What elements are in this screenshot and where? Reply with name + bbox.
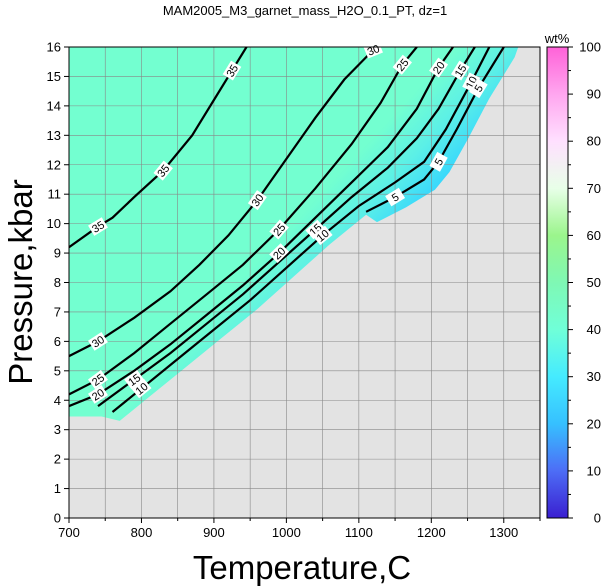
x-tick-label: 1100	[345, 525, 373, 540]
contour-label-text: 15	[453, 63, 470, 80]
contour-label-bg	[462, 72, 481, 93]
contour-label-bg	[247, 190, 267, 211]
contour-label-bg	[131, 378, 152, 399]
colorbar-gradient	[546, 46, 569, 519]
contour-label-text: 30	[250, 192, 267, 209]
colorbar-ticks: 0 10 20 30 40 50 60 70 80 90 100	[568, 40, 601, 526]
contour-label-text: 5	[390, 191, 401, 204]
y-tick-label: 15	[47, 69, 61, 84]
x-tick-label: 800	[131, 525, 153, 540]
contour-label-bg	[88, 217, 108, 236]
contour-label-30: 30	[247, 190, 267, 211]
x-ticks: 700 800 900 1000 1100 1200 1300	[58, 518, 541, 540]
contour-label-bg	[269, 243, 290, 263]
colorbar-tick-label: 0	[594, 511, 601, 526]
y-tick-label: 16	[47, 40, 61, 55]
contour-line-25	[69, 47, 418, 396]
contour-label-bg	[124, 370, 145, 390]
contour-label-20: 20	[88, 385, 108, 404]
contour-label-text: 25	[90, 372, 107, 389]
contour-label-25: 25	[88, 370, 108, 390]
contour-label-text: 10	[315, 228, 332, 245]
colorbar-tick-label: 30	[587, 369, 601, 384]
x-tick-label: 900	[203, 525, 225, 540]
contour-label-bg	[88, 385, 108, 404]
contour-label-bg	[222, 60, 242, 81]
contour-label-20: 20	[429, 57, 449, 78]
contour-label-35: 35	[222, 60, 242, 81]
contour-label-15: 15	[450, 60, 470, 81]
y-axis-label: Pressure,kbar	[2, 179, 39, 384]
contour-label-bg	[305, 219, 326, 240]
contour-label-bg	[88, 370, 108, 390]
x-tick-label: 1300	[489, 525, 518, 540]
y-tick-label: 12	[47, 157, 61, 172]
colorbar-tick-label: 60	[587, 228, 601, 243]
contour-label-text: 35	[90, 219, 107, 236]
y-tick-label: 13	[47, 128, 61, 143]
field-layer	[69, 47, 519, 421]
contour-label-bg	[429, 57, 449, 78]
contour-label-30: 30	[88, 332, 108, 351]
contour-label-10: 10	[131, 378, 152, 399]
y-tick-label: 2	[54, 452, 61, 467]
contour-label-5: 5	[429, 151, 448, 172]
y-tick-label: 8	[54, 275, 61, 290]
colorbar-tick-label: 10	[587, 463, 601, 478]
y-tick-label: 4	[54, 393, 61, 408]
x-tick-label: 1200	[417, 525, 446, 540]
colorbar-tick-label: 50	[587, 275, 601, 290]
contour-label-bg	[269, 219, 289, 240]
colorbar-tick-label: 80	[587, 134, 601, 149]
contour-label-text: 10	[134, 381, 151, 398]
colorbar-tick-label: 100	[579, 40, 601, 55]
colorbar-tick-label: 90	[587, 87, 601, 102]
y-tick-label: 7	[54, 304, 61, 319]
contour-label-35: 35	[88, 217, 108, 236]
y-tick-label: 11	[48, 187, 62, 202]
x-tick-label: 700	[58, 525, 80, 540]
contour-label-5: 5	[469, 78, 488, 99]
colorbar: wt% 0 10 20 30 40 50 60 70 80 90 100	[544, 31, 601, 526]
contour-label-bg	[469, 78, 488, 99]
contour-label-10: 10	[312, 225, 333, 246]
contour-label-text: 35	[225, 63, 242, 80]
colorbar-tick-label: 70	[587, 181, 601, 196]
contour-label-text: 5	[433, 157, 446, 168]
y-tick-label: 9	[54, 246, 61, 261]
colorbar-tick-label: 40	[587, 322, 601, 337]
contour-label-bg	[88, 332, 108, 351]
field-upper-band	[69, 47, 247, 248]
contour-label-bg	[385, 187, 406, 207]
contour-label-bg	[392, 54, 413, 75]
y-tick-label: 10	[47, 216, 61, 231]
colorbar-tick-label: 20	[587, 416, 601, 431]
contour-label-bg	[312, 225, 333, 246]
y-tick-label: 0	[54, 511, 61, 526]
contour-label-text: 30	[90, 334, 107, 351]
y-tick-label: 5	[54, 363, 61, 378]
contour-label-text: 20	[431, 60, 448, 77]
y-tick-label: 14	[47, 98, 61, 113]
contour-label-bg	[450, 60, 470, 81]
contour-label-text: 20	[90, 387, 107, 404]
chart-title: MAM2005_M3_garnet_mass_H2O_0.1_PT, dz=1	[163, 3, 447, 18]
x-axis-label: Temperature,C	[193, 549, 411, 586]
y-tick-label: 3	[54, 422, 61, 437]
contour-label-bg	[363, 41, 383, 59]
colorbar-label: wt%	[544, 31, 570, 46]
contour-line-30	[69, 47, 382, 358]
x-tick-label: 1000	[272, 525, 301, 540]
y-tick-label: 6	[54, 334, 61, 349]
contour-label-text: 5	[473, 83, 486, 95]
contour-label-5: 5	[385, 187, 406, 207]
contour-label-bg	[429, 151, 448, 172]
plot-area: 353535303030252525202020151515101010555 …	[47, 40, 541, 540]
y-tick-label: 1	[54, 481, 61, 496]
contour-label-bg	[153, 160, 173, 181]
